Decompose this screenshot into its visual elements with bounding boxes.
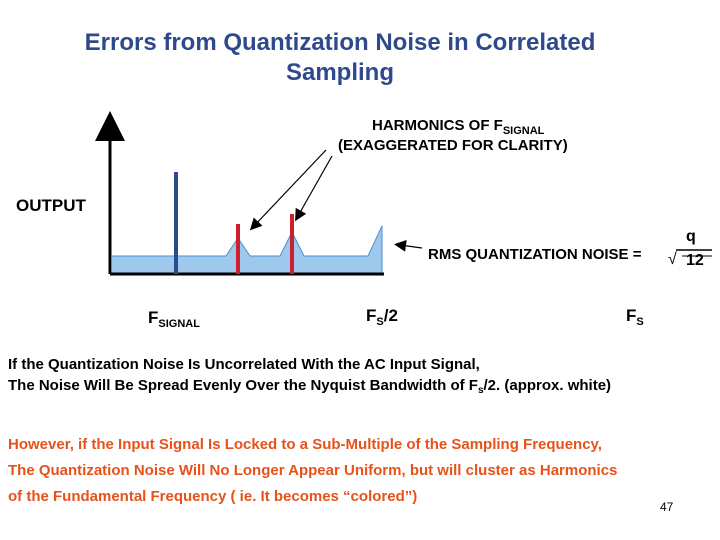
harmonics-label-line1: HARMONICS OF F: [372, 117, 503, 134]
fs-main: F: [626, 306, 637, 325]
paragraph-uncorrelated: If the Quantization Noise Is Uncorrelate…: [8, 354, 720, 401]
harmonics-label-sub: SIGNAL: [502, 125, 545, 137]
noise-floor-band: [112, 256, 382, 274]
slide-title: Errors from Quantization Noise in Correl…: [0, 28, 680, 88]
page-number: 47: [660, 500, 674, 514]
fsignal-sub: SIGNAL: [158, 318, 200, 330]
output-label: OUTPUT: [16, 196, 86, 215]
fs-half-label: FS/2: [366, 306, 398, 328]
paragraph2-line2: The Quantization Noise Will No Longer Ap…: [8, 462, 618, 479]
fs-half-main: F: [366, 306, 377, 325]
fsignal-main: F: [148, 308, 159, 327]
fraction-denominator: 12: [686, 252, 704, 269]
rms-noise-label: RMS QUANTIZATION NOISE =: [428, 246, 642, 263]
paragraph1-line2: The Noise Will Be Spread Evenly Over the…: [8, 375, 720, 401]
fsignal-label: FSIGNAL: [148, 308, 200, 330]
fs-half-tail: /2: [383, 306, 398, 325]
fs-label: FS: [626, 306, 644, 328]
paragraph1-line2-prefix: The Noise Will Be Spread Evenly Over the…: [8, 377, 478, 394]
paragraph2-line3: of the Fundamental Frequency ( ie. It be…: [8, 488, 418, 505]
rms-arrow: [394, 239, 423, 252]
harmonics-label: HARMONICS OF FSIGNAL: [372, 117, 544, 137]
title-line-1: Errors from Quantization Noise in Correl…: [84, 29, 596, 56]
callout-arrow-2: [295, 155, 333, 222]
harmonics-label-line2: (EXAGGERATED FOR CLARITY): [338, 137, 568, 154]
callout-arrow-1: [249, 149, 327, 231]
noise-outline: [112, 225, 383, 274]
fs-half-sub: S: [376, 316, 384, 328]
paragraph2-line1: However, if the Input Signal Is Locked t…: [8, 436, 602, 453]
paragraph1-line1: If the Quantization Noise Is Uncorrelate…: [8, 356, 480, 373]
fraction-numerator: q: [686, 228, 696, 245]
paragraph-correlated: However, if the Input Signal Is Locked t…: [8, 432, 720, 510]
paragraph1-line2-sub: s: [477, 385, 484, 396]
radical-sign: √: [668, 251, 677, 268]
fs-sub: S: [636, 316, 644, 328]
paragraph1-line2-suffix: /2. (approx. white): [483, 377, 612, 394]
title-line-2: Sampling: [285, 59, 394, 86]
